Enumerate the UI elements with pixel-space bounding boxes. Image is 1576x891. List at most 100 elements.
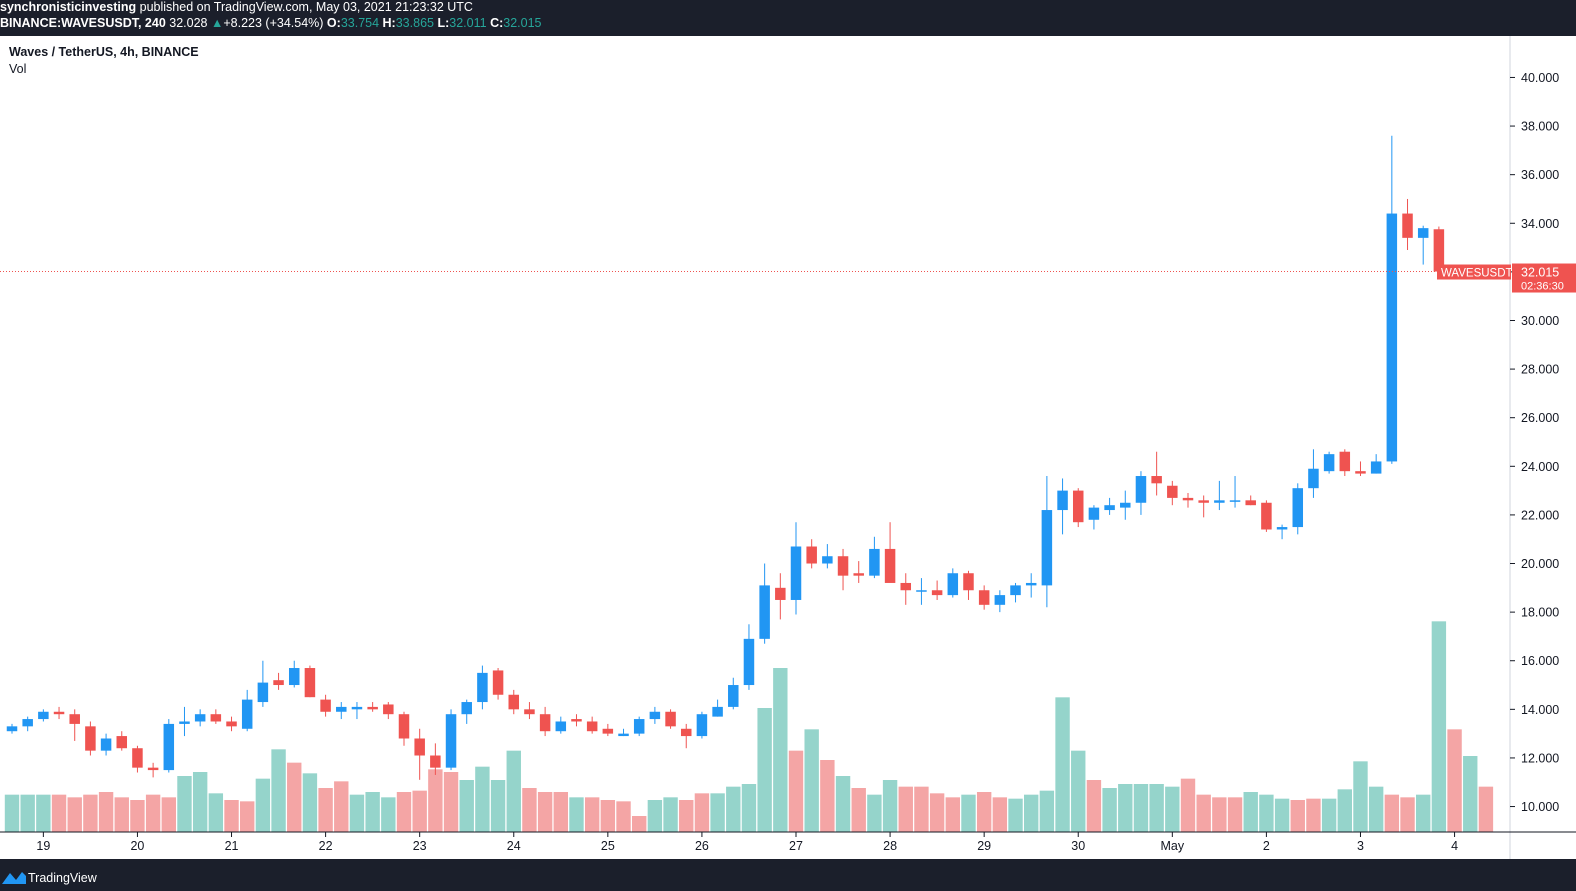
candle-body [320,699,331,712]
volume-bar [1149,784,1164,832]
volume-bar [1353,761,1368,832]
candle-body [759,585,770,639]
volume-bar [929,793,945,832]
volume-bar [1165,786,1180,832]
volume-bar [820,760,835,832]
candlestick-chart[interactable]: 10.000 12.000 14.000 16.000 18.000 20.000 22.0… [0,36,1576,859]
candle-body [1355,471,1366,474]
price-tick-label: 24.000 [1521,460,1559,474]
time-tick-label: 19 [36,839,50,853]
time-tick-label: 29 [977,839,991,853]
volume-bar [396,792,412,832]
candle-body [85,726,96,751]
candle-body [288,668,300,686]
volume-bar [1086,780,1102,832]
volume-bar [365,792,380,832]
candle-body [586,721,598,732]
volume-bar [1337,789,1352,832]
candle-body [163,723,175,771]
volume-bar [1431,621,1447,832]
candle-body [430,755,441,768]
volume-bar [1400,797,1415,832]
candle-body [712,706,723,717]
price-tick-label: 18.000 [1521,606,1559,620]
candle-body [900,582,912,591]
volume-bar [1447,729,1462,832]
volume-bar [349,794,365,832]
volume-bar [1180,778,1196,832]
legend-volume[interactable]: Vol [9,62,27,76]
time-tick-label: 30 [1071,839,1085,853]
volume-bar [992,797,1008,832]
volume-bar [83,794,98,832]
high-value: 33.865 [395,16,434,30]
candle-body [257,682,269,703]
volume-bar [36,794,51,832]
candle-body [978,590,990,605]
candle-body [147,767,159,771]
publisher-name[interactable]: synchronisticinvesting [0,0,137,14]
time-tick-label: May [1161,839,1185,853]
close-value: 32.015 [503,16,542,30]
chart-legend: Waves / TetherUS, 4h, BINANCE Vol [9,45,199,76]
volume-bar [1306,798,1321,832]
close-label: C: [490,16,504,30]
volume-bar [208,793,224,832]
price-tick-label: 40.000 [1521,71,1559,85]
price-tick-label: 38.000 [1521,120,1559,134]
volume-bar [506,750,521,832]
volume-bar [679,800,694,832]
candle-body [132,748,143,768]
candle-body [571,719,582,722]
candle-body [6,726,18,732]
candle-body [696,714,708,737]
volume-bar [788,750,804,832]
candle-body [869,548,880,576]
volume-bar [1118,784,1133,832]
candle-body [790,546,802,600]
candle-body [1214,500,1225,503]
candle-body [336,706,347,712]
low-label: L: [437,16,450,30]
volume-bar [1290,800,1305,832]
volume-bar [51,794,67,832]
volume-bar [302,773,318,832]
candle-body [947,573,959,596]
candle-body [1120,502,1131,508]
time-tick-label: 3 [1357,839,1364,853]
volume-bar [1243,792,1258,832]
volume-bar [1384,794,1400,832]
chart-area[interactable]: 10.000 12.000 14.000 16.000 18.000 20.000 22.0… [0,36,1576,859]
volume-bar [1196,794,1211,832]
candle-body [1386,213,1398,462]
volume-bar [1133,784,1149,832]
publish-line: synchronisticinvesting published on Trad… [0,0,473,14]
ohlc-line: BINANCE:WAVESUSDT, 240 32.028 ▲+8.223 (+… [0,15,542,31]
time-tick-label: 24 [507,839,521,853]
volume-bar [475,766,490,832]
symbol-tag-label: WAVESUSDT [1441,268,1513,280]
time-tick-label: 26 [695,839,709,853]
candle-body [38,711,49,720]
volume-bar [224,800,239,832]
volume-bar [569,797,584,832]
candle-body [273,680,284,686]
volume-bar [1274,798,1290,832]
time-tick-label: 21 [225,839,239,853]
candle-body [1104,505,1115,511]
tradingview-logo-icon [2,872,26,884]
candle-body [383,704,394,715]
footer-brand[interactable]: TradingView [28,871,97,885]
candle-body [179,721,190,724]
volume-bar [741,784,757,832]
volume-bar [318,788,333,832]
legend-title[interactable]: Waves / TetherUS, 4h, BINANCE [9,45,199,59]
candle-body [1261,502,1272,530]
volume-bar [757,708,772,832]
time-tick-label: 23 [413,839,427,853]
candle-body [524,709,535,715]
high-label: H: [382,16,396,30]
candle-body [1088,507,1100,520]
volume-bar [1478,786,1494,832]
volume-bar [130,800,145,832]
